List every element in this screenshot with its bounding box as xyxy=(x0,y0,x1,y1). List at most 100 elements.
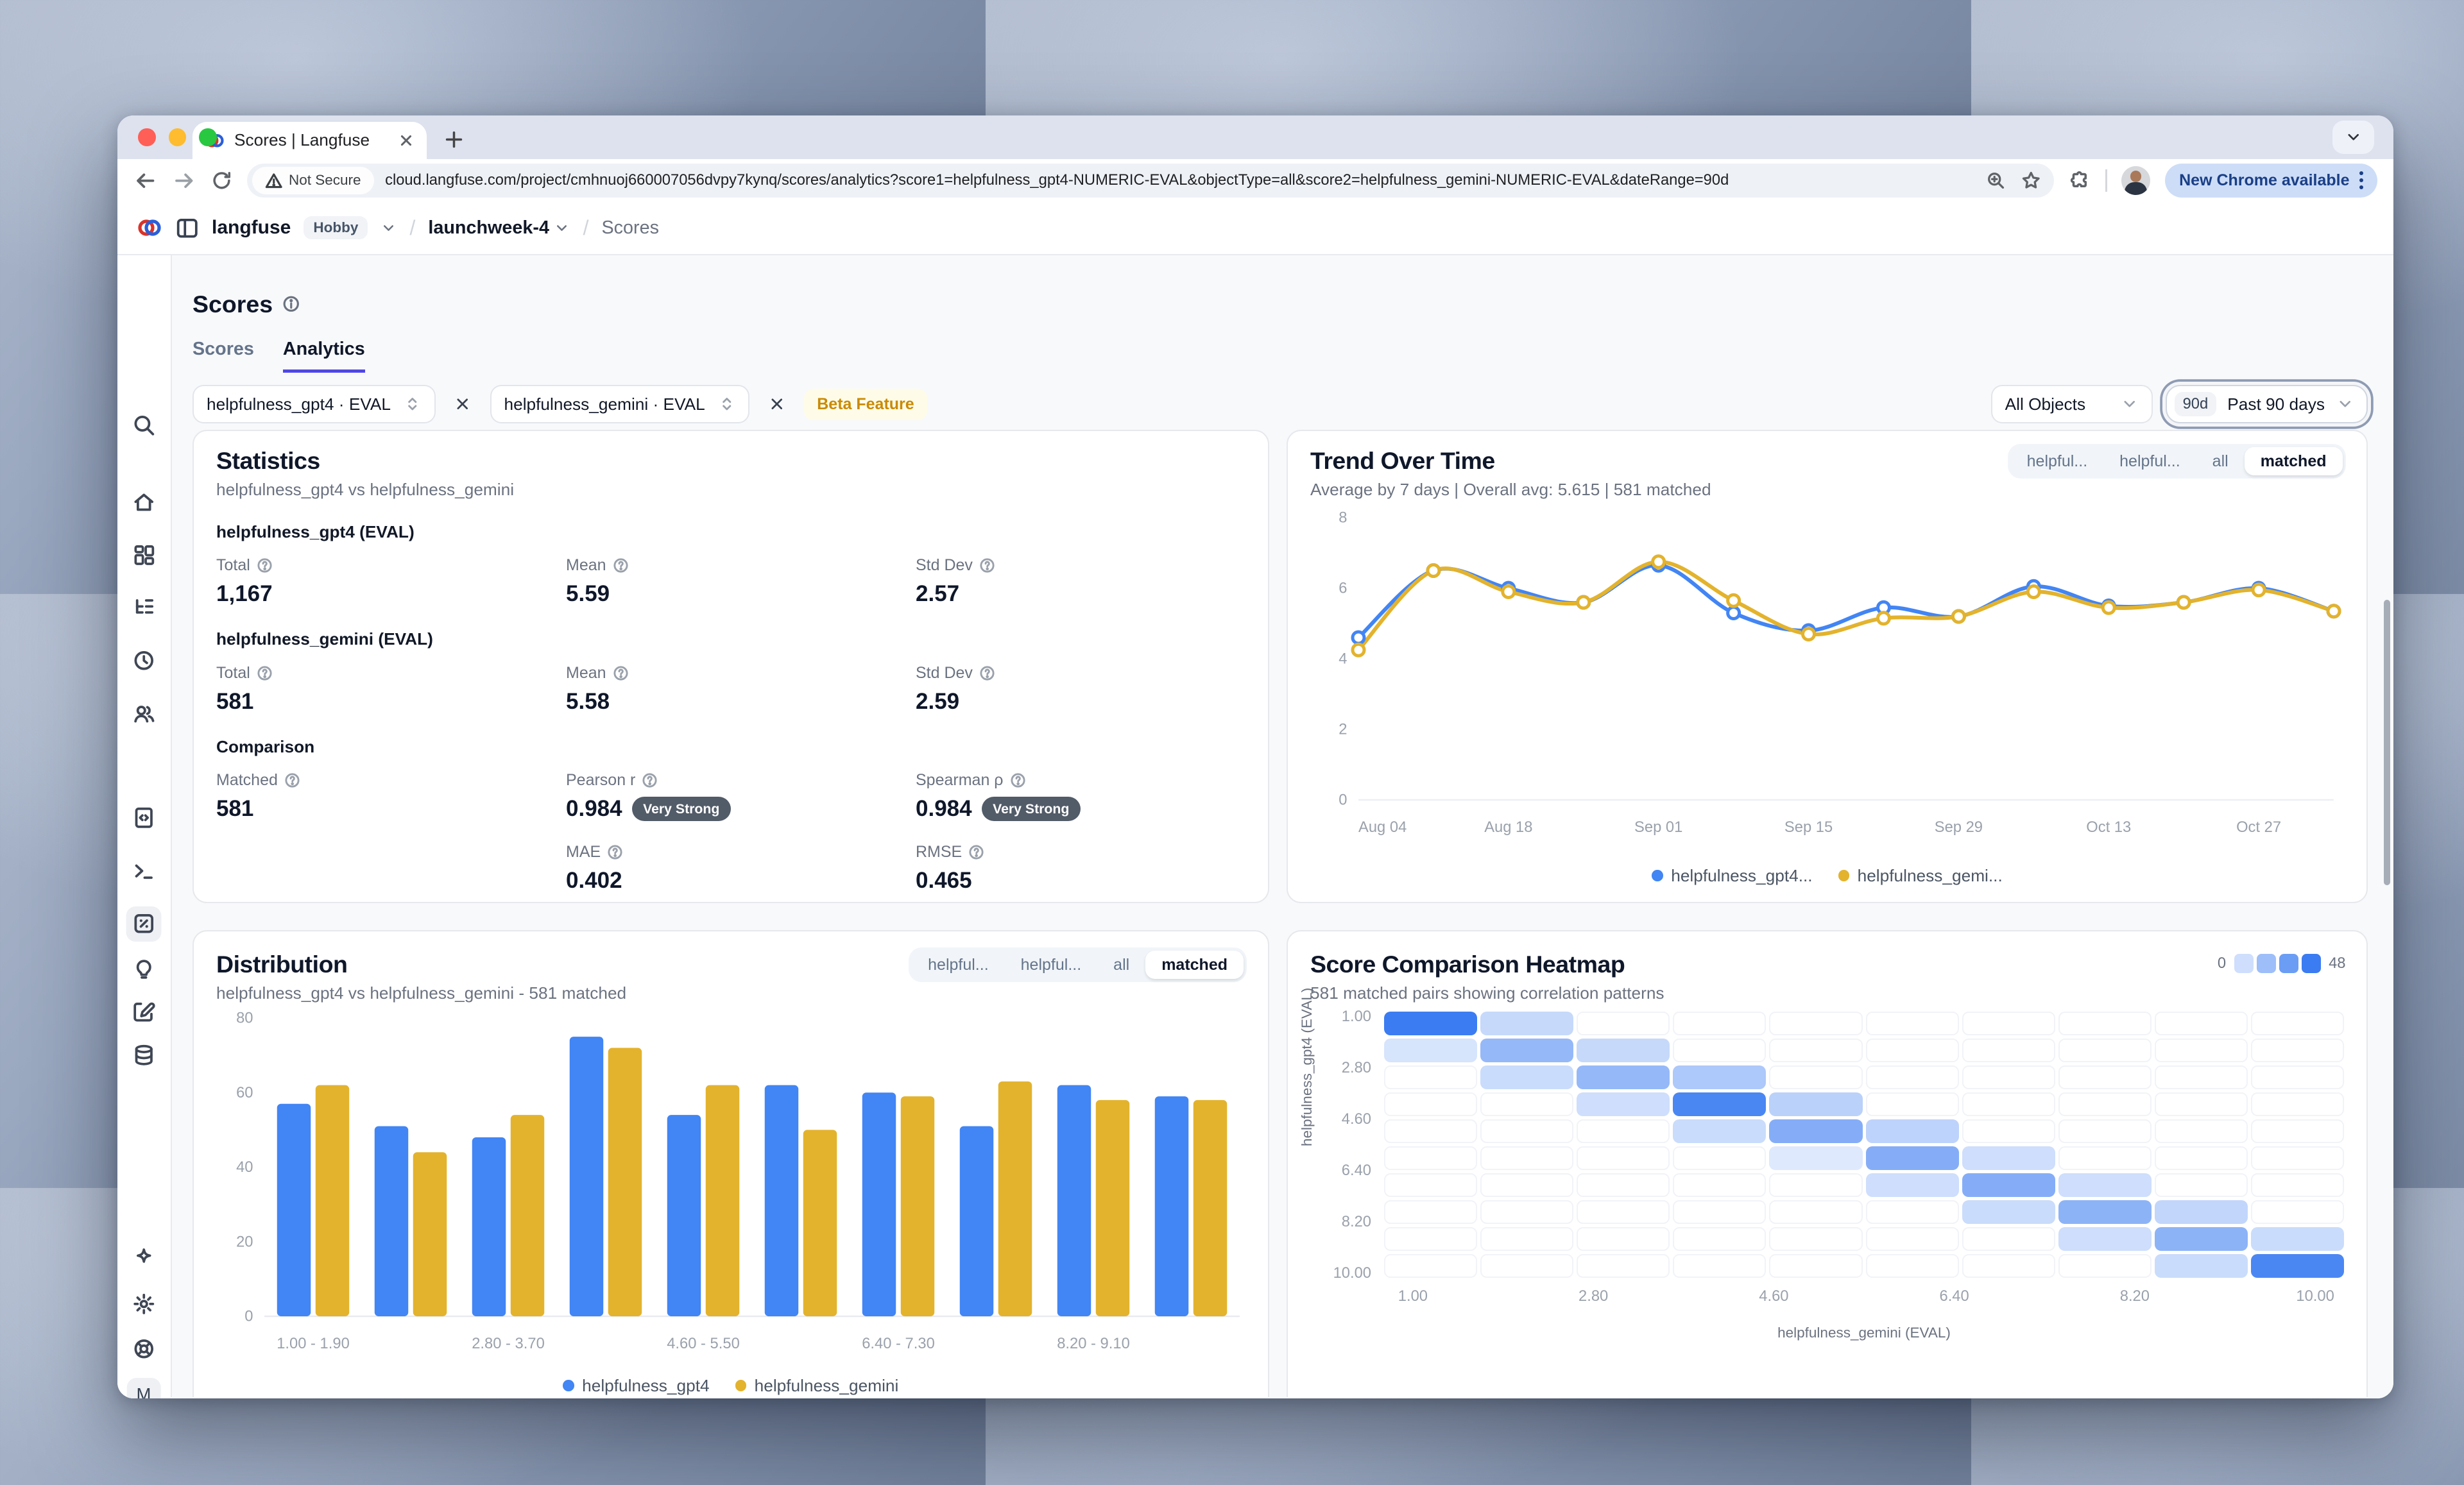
back-button[interactable] xyxy=(133,169,158,193)
new-chrome-button[interactable]: New Chrome available xyxy=(2164,164,2377,198)
heatmap-cell[interactable] xyxy=(2250,1146,2344,1170)
chrome-profile-avatar[interactable] xyxy=(2121,165,2151,195)
heatmap-cell[interactable] xyxy=(2154,1092,2248,1116)
heatmap-cell[interactable] xyxy=(1384,1039,1478,1062)
heatmap-cell[interactable] xyxy=(1577,1200,1670,1224)
page-scrollbar[interactable] xyxy=(2384,600,2390,885)
sidebar-item-dashboards[interactable] xyxy=(126,538,162,573)
heatmap-cell[interactable] xyxy=(1962,1254,2055,1278)
heatmap-cell[interactable] xyxy=(1962,1200,2055,1224)
heatmap-cell[interactable] xyxy=(2058,1065,2152,1089)
heatmap-cell[interactable] xyxy=(2154,1200,2248,1224)
heatmap-cell[interactable] xyxy=(1865,1173,1959,1197)
heatmap-cell[interactable] xyxy=(2250,1039,2344,1062)
heatmap-cell[interactable] xyxy=(1480,1012,1574,1035)
heatmap-cell[interactable] xyxy=(2058,1173,2152,1197)
heatmap-cell[interactable] xyxy=(1769,1200,1863,1224)
heatmap-cell[interactable] xyxy=(1769,1173,1863,1197)
heatmap-cell[interactable] xyxy=(1673,1173,1767,1197)
object-filter-select[interactable]: All Objects xyxy=(1990,385,2153,423)
heatmap-cell[interactable] xyxy=(2154,1227,2248,1251)
heatmap-cell[interactable] xyxy=(1384,1200,1478,1224)
maximize-window-button[interactable] xyxy=(199,128,217,146)
legend-item[interactable]: helpfulness_gpt4 xyxy=(563,1376,710,1396)
help-icon[interactable] xyxy=(979,557,995,573)
help-icon[interactable] xyxy=(613,557,629,573)
heatmap-cell[interactable] xyxy=(1769,1227,1863,1251)
heatmap-cell[interactable] xyxy=(1865,1254,1959,1278)
heatmap-cell[interactable] xyxy=(2250,1065,2344,1089)
heatmap-cell[interactable] xyxy=(1480,1146,1574,1170)
heatmap-cell[interactable] xyxy=(1865,1092,1959,1116)
heatmap-cell[interactable] xyxy=(1962,1173,2055,1197)
url-bar[interactable]: Not Secure cloud.langfuse.com/project/cm… xyxy=(247,164,2055,198)
chrome-menu-icon[interactable] xyxy=(2359,171,2363,190)
legend-item[interactable]: helpfulness_gemi... xyxy=(1838,866,2003,886)
sidebar-item-evaluators[interactable] xyxy=(126,951,162,987)
heatmap-cell[interactable] xyxy=(2058,1146,2152,1170)
heatmap-cell[interactable] xyxy=(2154,1119,2248,1143)
help-icon[interactable] xyxy=(257,665,273,681)
heatmap-cell[interactable] xyxy=(2154,1039,2248,1062)
tab-close-icon[interactable] xyxy=(397,131,416,150)
heatmap-cell[interactable] xyxy=(2154,1146,2248,1170)
heatmap-cell[interactable] xyxy=(2250,1200,2344,1224)
help-icon[interactable] xyxy=(284,772,300,788)
sidebar-item-users[interactable] xyxy=(126,696,162,731)
heatmap-cell[interactable] xyxy=(2154,1254,2248,1278)
heatmap-cell[interactable] xyxy=(1384,1092,1478,1116)
heatmap-cell[interactable] xyxy=(1673,1065,1767,1089)
heatmap-cell[interactable] xyxy=(2058,1200,2152,1224)
heatmap-cell[interactable] xyxy=(1577,1119,1670,1143)
zoom-icon[interactable] xyxy=(1985,170,2006,191)
heatmap-cell[interactable] xyxy=(1673,1119,1767,1143)
heatmap-cell[interactable] xyxy=(2250,1254,2344,1278)
help-icon[interactable] xyxy=(979,665,995,681)
score1-select[interactable]: helpfulness_gpt4 · EVAL xyxy=(193,385,436,423)
heatmap-cell[interactable] xyxy=(1384,1119,1478,1143)
heatmap-cell[interactable] xyxy=(1962,1065,2055,1089)
heatmap-cell[interactable] xyxy=(1577,1092,1670,1116)
heatmap-cell[interactable] xyxy=(1962,1012,2055,1035)
close-window-button[interactable] xyxy=(138,128,156,146)
sidebar-item-ask-ai[interactable] xyxy=(126,1240,162,1275)
legend-item[interactable]: helpfulness_gpt4... xyxy=(1652,866,1813,886)
sidebar-toggle-icon[interactable] xyxy=(175,216,200,241)
heatmap-cell[interactable] xyxy=(2058,1039,2152,1062)
tab-scores[interactable]: Scores xyxy=(193,338,254,359)
heatmap-cell[interactable] xyxy=(2058,1012,2152,1035)
remove-score2-button[interactable] xyxy=(762,390,791,419)
segment-helpful-1[interactable]: helpful... xyxy=(2026,452,2088,470)
heatmap-cell[interactable] xyxy=(1865,1039,1959,1062)
heatmap-cell[interactable] xyxy=(1384,1012,1478,1035)
heatmap-cell[interactable] xyxy=(2058,1092,2152,1116)
tab-analytics[interactable]: Analytics xyxy=(282,339,365,373)
help-icon[interactable] xyxy=(257,557,273,573)
segment-all[interactable]: all xyxy=(2212,452,2229,470)
heatmap-cell[interactable] xyxy=(1673,1227,1767,1251)
heatmap-cell[interactable] xyxy=(1673,1092,1767,1116)
heatmap-cell[interactable] xyxy=(1577,1227,1670,1251)
heatmap-cell[interactable] xyxy=(2250,1173,2344,1197)
sidebar-item-settings[interactable] xyxy=(126,1286,162,1321)
heatmap-cell[interactable] xyxy=(1673,1254,1767,1278)
sidebar-item-storage[interactable] xyxy=(126,1038,162,1073)
heatmap-cell[interactable] xyxy=(1577,1146,1670,1170)
heatmap-cell[interactable] xyxy=(1673,1039,1767,1062)
user-avatar[interactable]: M xyxy=(126,1377,161,1398)
heatmap-cell[interactable] xyxy=(1577,1039,1670,1062)
heatmap-cell[interactable] xyxy=(1480,1039,1574,1062)
help-icon[interactable] xyxy=(607,844,623,860)
heatmap-cell[interactable] xyxy=(1865,1119,1959,1143)
sidebar-item-prompts[interactable] xyxy=(126,801,162,836)
sidebar-item-home[interactable] xyxy=(126,484,162,520)
heatmap-cell[interactable] xyxy=(1673,1012,1767,1035)
heatmap-cell[interactable] xyxy=(1769,1092,1863,1116)
heatmap-cell[interactable] xyxy=(1480,1227,1574,1251)
sidebar-item-scores[interactable] xyxy=(126,906,162,942)
segment-all[interactable]: all xyxy=(1113,955,1130,974)
chevron-down-icon[interactable] xyxy=(381,220,397,236)
heatmap-cell[interactable] xyxy=(1480,1092,1574,1116)
heatmap-cell[interactable] xyxy=(1865,1146,1959,1170)
heatmap-cell[interactable] xyxy=(1384,1227,1478,1251)
